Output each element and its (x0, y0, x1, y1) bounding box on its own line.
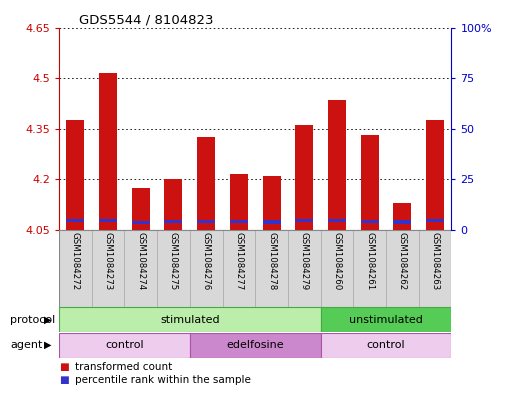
Bar (66, 219, 84, 222)
Bar (295, 219, 313, 222)
Text: agent: agent (10, 340, 43, 350)
Bar (361, 136, 379, 230)
Bar (386, 230, 419, 307)
Text: GSM1084262: GSM1084262 (398, 232, 407, 290)
Text: GSM1084277: GSM1084277 (234, 232, 243, 290)
Bar (328, 219, 346, 222)
Bar (230, 220, 248, 223)
Text: transformed count: transformed count (75, 362, 173, 373)
Text: GSM1084279: GSM1084279 (300, 232, 309, 290)
Bar (190, 230, 223, 307)
Text: percentile rank within the sample: percentile rank within the sample (75, 375, 251, 385)
Bar (230, 174, 248, 230)
Bar (295, 125, 313, 230)
Text: stimulated: stimulated (160, 315, 220, 325)
Bar (190, 333, 321, 358)
Text: ▶: ▶ (44, 315, 51, 325)
Text: control: control (105, 340, 144, 350)
Text: GSM1084273: GSM1084273 (104, 232, 112, 290)
Bar (66, 120, 84, 230)
Bar (92, 230, 125, 307)
Bar (197, 137, 215, 230)
Bar (393, 220, 411, 224)
Bar (426, 219, 444, 222)
Bar (426, 120, 444, 230)
Bar (124, 230, 157, 307)
Bar (165, 220, 183, 223)
Bar (321, 230, 353, 307)
Text: GSM1084261: GSM1084261 (365, 232, 374, 290)
Text: ■: ■ (59, 362, 69, 373)
Bar (361, 220, 379, 223)
Text: edelfosine: edelfosine (226, 340, 284, 350)
Text: unstimulated: unstimulated (349, 315, 423, 325)
Bar (99, 219, 117, 222)
Bar (99, 73, 117, 230)
Bar (59, 307, 321, 332)
Bar (132, 188, 150, 230)
Bar (59, 333, 190, 358)
Text: control: control (367, 340, 405, 350)
Bar (263, 220, 281, 224)
Bar (263, 176, 281, 230)
Bar (132, 221, 150, 224)
Bar (353, 230, 386, 307)
Bar (321, 333, 451, 358)
Text: ▶: ▶ (44, 340, 51, 350)
Bar (223, 230, 255, 307)
Bar (157, 230, 190, 307)
Text: ■: ■ (59, 375, 69, 385)
Bar (328, 100, 346, 230)
Bar (59, 230, 92, 307)
Bar (197, 220, 215, 223)
Text: GSM1084274: GSM1084274 (136, 232, 145, 290)
Bar (393, 203, 411, 230)
Text: GSM1084260: GSM1084260 (332, 232, 342, 290)
Text: GDS5544 / 8104823: GDS5544 / 8104823 (78, 13, 213, 26)
Text: protocol: protocol (10, 315, 55, 325)
Text: GSM1084275: GSM1084275 (169, 232, 178, 290)
Bar (165, 179, 183, 230)
Bar (419, 230, 451, 307)
Bar (255, 230, 288, 307)
Text: GSM1084272: GSM1084272 (71, 232, 80, 290)
Text: GSM1084278: GSM1084278 (267, 232, 276, 290)
Bar (288, 230, 321, 307)
Text: GSM1084276: GSM1084276 (202, 232, 211, 290)
Bar (321, 307, 451, 332)
Text: GSM1084263: GSM1084263 (430, 232, 440, 290)
